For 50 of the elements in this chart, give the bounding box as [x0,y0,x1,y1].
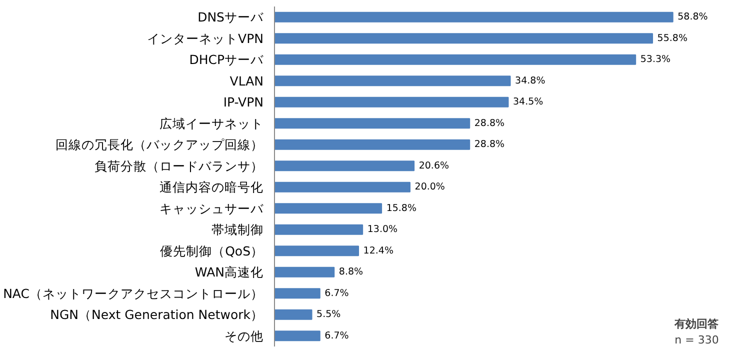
bar [274,54,636,65]
bar [274,182,410,192]
text: n = 330 [674,334,719,347]
bar [274,160,415,172]
bar [274,12,674,22]
data-label: 8.8% [338,266,364,278]
bar [274,139,470,150]
y-tick-label: 広域イーサネット [160,116,264,131]
data-label: 20.0% [414,182,445,193]
data-label: 20.6% [418,160,450,172]
bar [274,224,364,235]
data-label: 28.8% [474,118,505,129]
y-tick-label: 帯域制御 [212,222,264,238]
data-label: 34.8% [515,75,546,86]
data-label: 12.4% [363,245,394,256]
y-tick-label: NGN（Next Generation Network） [50,307,264,322]
data-label: 5.5% [316,309,341,320]
y-tick-label: インターネットVPN [147,30,264,46]
bar [274,203,382,214]
data-label: 58.8% [678,12,708,23]
bar [274,118,470,129]
data-label: 53.3% [640,54,671,66]
bar [274,33,654,44]
data-label: 6.7% [324,330,349,342]
y-tick-label: キャッシュサーバ [160,200,264,216]
y-tick-label: DHCPサーバ [189,52,264,68]
y-tick-label: WAN高速化 [194,264,264,280]
y-tick-label: VLAN [230,73,264,88]
bar [274,266,335,278]
bar [274,246,360,256]
y-tick-label: DNSサーバ [198,10,264,25]
y-tick-label: 負荷分散（ロードバランサ） [94,158,264,174]
y-tick-label: 回線の冗長化（バックアップ回線） [56,137,264,152]
data-label: 34.5% [513,96,544,108]
y-tick-label: 通信内容の暗号化 [160,180,264,195]
bar [274,330,320,342]
bar [274,309,312,320]
bar [274,96,509,108]
y-tick-label: 優先制御（QoS） [160,243,264,258]
y-tick-label: NAC（ネットワークアクセスコントロール） [3,286,264,301]
data-label: 15.8% [386,202,417,214]
y-tick-label: IP-VPN [223,94,264,110]
y-tick-label: その他 [224,328,264,344]
data-label: 55.8% [657,32,688,44]
data-label: 6.7% [324,288,349,299]
data-label: 13.0% [367,224,398,236]
data-label: 28.8% [474,139,505,150]
text: 有効回答 [674,318,720,331]
bar [274,76,511,86]
bar [274,288,320,299]
